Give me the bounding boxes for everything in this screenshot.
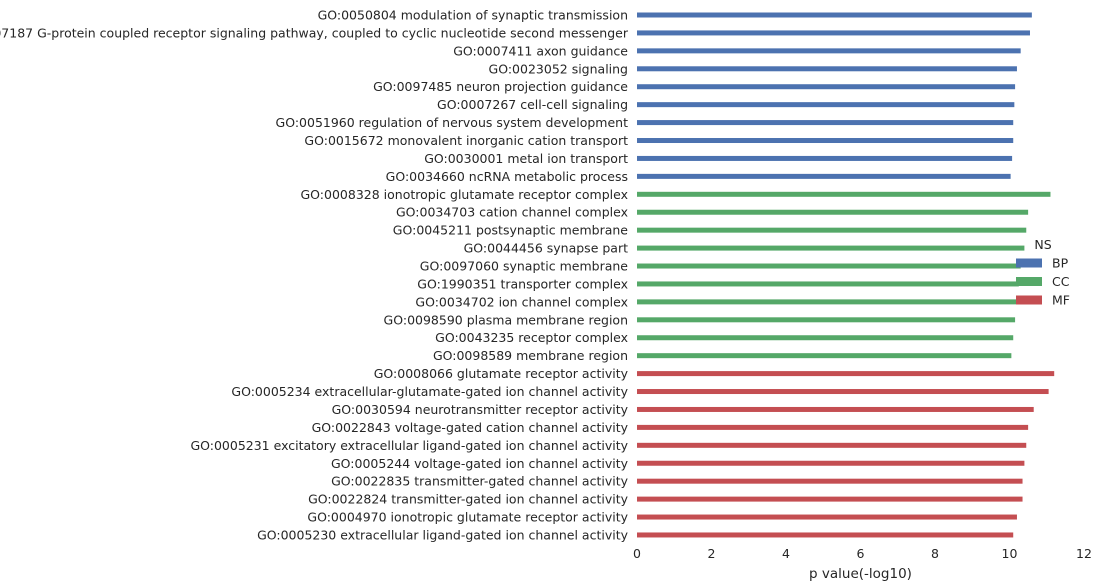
bar-bp — [637, 120, 1014, 126]
y-tick-label: GO:0007267 cell-cell signaling — [437, 97, 628, 112]
x-tick-label: 12 — [1076, 546, 1092, 561]
bar-cc — [637, 245, 1025, 251]
bar-bp — [637, 12, 1032, 18]
x-tick-label: 4 — [782, 546, 790, 561]
bar-bp — [637, 48, 1021, 54]
bar-bp — [637, 138, 1014, 144]
bar-mf — [637, 406, 1034, 412]
bar-mf — [637, 460, 1025, 466]
y-tick-labels: GO:0050804 modulation of synaptic transm… — [0, 8, 629, 543]
x-tick-label: 2 — [708, 546, 716, 561]
bar-mf — [637, 442, 1027, 448]
bar-cc — [637, 227, 1027, 233]
bar-mf — [637, 532, 1014, 538]
bar-cc — [637, 263, 1021, 269]
legend-swatch-cc — [1016, 277, 1042, 286]
y-tick-label: GO:0005244 voltage-gated ion channel act… — [331, 456, 629, 471]
bar-cc — [637, 299, 1017, 305]
y-tick-label: GO:0005234 extracellular-glutamate-gated… — [231, 384, 628, 399]
y-tick-label: GO:0007411 axon guidance — [453, 43, 628, 58]
bar-cc — [637, 335, 1014, 341]
bar-mf — [637, 424, 1029, 430]
y-tick-label: GO:0030594 neurotransmitter receptor act… — [332, 402, 629, 417]
x-tick-label: 0 — [633, 546, 641, 561]
bar-mf — [637, 371, 1055, 377]
bar-mf — [637, 514, 1017, 520]
y-tick-label: GO:0098590 plasma membrane region — [384, 312, 628, 327]
bar-bp — [637, 173, 1011, 179]
y-tick-label: GO:0005230 extracellular ligand-gated io… — [257, 527, 629, 542]
legend-swatch-bp — [1016, 258, 1042, 268]
y-tick-label: GO:0015672 monovalent inorganic cation t… — [304, 133, 628, 148]
y-tick-label: GO:0005231 excitatory extracellular liga… — [190, 438, 628, 453]
x-tick-label: 8 — [931, 546, 939, 561]
bar-mf — [637, 389, 1049, 395]
y-tick-label: GO:0007187 G-protein coupled receptor si… — [0, 25, 629, 40]
y-tick-label: GO:0022835 transmitter-gated channel act… — [331, 474, 628, 489]
legend: NS BP CC MF — [1016, 237, 1070, 308]
bar-bp — [637, 102, 1015, 108]
legend-title: NS — [1034, 237, 1051, 252]
y-tick-label: GO:1990351 transporter complex — [417, 276, 628, 291]
y-tick-label: GO:0034702 ion channel complex — [415, 294, 628, 309]
bar-mf — [637, 478, 1023, 484]
y-tick-label: GO:0045211 postsynaptic membrane — [393, 223, 629, 238]
legend-swatch-mf — [1016, 295, 1042, 305]
bar-cc — [637, 191, 1051, 197]
legend-label-cc: CC — [1052, 274, 1070, 289]
bar-cc — [637, 281, 1019, 287]
y-tick-label: GO:0097485 neuron projection guidance — [373, 79, 628, 94]
bar-mf — [637, 496, 1023, 502]
y-tick-label: GO:0098589 membrane region — [433, 348, 628, 363]
y-tick-label: GO:0023052 signaling — [489, 61, 628, 76]
bar-bp — [637, 84, 1016, 90]
legend-label-bp: BP — [1052, 256, 1069, 271]
y-tick-label: GO:0051960 regulation of nervous system … — [276, 115, 629, 130]
y-tick-label: GO:0044456 synapse part — [464, 241, 628, 256]
y-tick-label: GO:0022824 transmitter-gated ion channel… — [308, 492, 629, 507]
y-tick-label: GO:0097060 synaptic membrane — [420, 259, 629, 274]
bar-bp — [637, 155, 1013, 161]
x-axis-label: p value(-log10) — [809, 566, 912, 582]
bar-bp — [637, 66, 1017, 72]
y-tick-label: GO:0030001 metal ion transport — [424, 151, 628, 166]
y-tick-label: GO:0008066 glutamate receptor activity — [374, 366, 629, 381]
y-tick-label: GO:0050804 modulation of synaptic transm… — [318, 8, 628, 23]
y-tick-label: GO:0043235 receptor complex — [435, 330, 628, 345]
bar-cc — [637, 317, 1016, 323]
y-tick-label: GO:0034703 cation channel complex — [396, 205, 628, 220]
y-tick-label: GO:0034660 ncRNA metabolic process — [386, 169, 628, 184]
bars-layer — [637, 12, 1055, 538]
bar-cc — [637, 353, 1012, 359]
legend-label-mf: MF — [1052, 293, 1070, 308]
y-tick-label: GO:0008328 ionotropic glutamate receptor… — [301, 187, 629, 202]
y-tick-label: GO:0022843 voltage-gated cation channel … — [312, 420, 629, 435]
y-tick-label: GO:0004970 ionotropic glutamate receptor… — [307, 510, 628, 525]
bar-cc — [637, 209, 1029, 215]
x-tick-label: 10 — [1002, 546, 1018, 561]
x-tick-label: 6 — [857, 546, 865, 561]
bar-bp — [637, 30, 1030, 36]
x-tick-labels: 0 2 4 6 8 10 12 — [633, 546, 1092, 561]
